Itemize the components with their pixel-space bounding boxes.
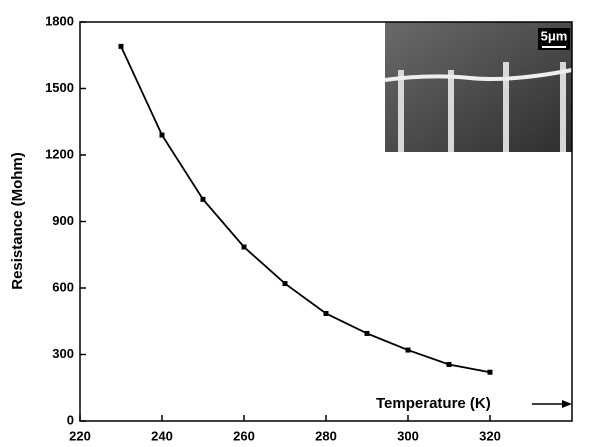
x-label-arrow bbox=[532, 400, 572, 408]
x-tick-label: 320 bbox=[479, 428, 501, 443]
y-tick-label: 1200 bbox=[45, 146, 74, 161]
x-tick-label: 240 bbox=[151, 428, 173, 443]
data-point bbox=[200, 196, 206, 202]
y-tick-label: 900 bbox=[52, 213, 74, 228]
data-point bbox=[159, 132, 165, 138]
data-point bbox=[446, 361, 452, 367]
y-axis-label: Resistance (Mohm) bbox=[9, 152, 26, 290]
data-point bbox=[364, 330, 370, 336]
scale-label: 5μm bbox=[541, 28, 568, 43]
data-point bbox=[241, 244, 247, 250]
data-point bbox=[323, 310, 329, 316]
y-tick-label: 300 bbox=[52, 346, 74, 361]
x-tick-label: 260 bbox=[233, 428, 255, 443]
y-tick-label: 1500 bbox=[45, 80, 74, 95]
y-tick-label: 1800 bbox=[45, 13, 74, 28]
x-tick-label: 280 bbox=[315, 428, 337, 443]
data-point bbox=[118, 43, 124, 49]
data-point bbox=[487, 369, 493, 375]
x-tick-label: 220 bbox=[69, 428, 91, 443]
x-tick-label: 300 bbox=[397, 428, 419, 443]
x-axis-label: Temperature (K) bbox=[376, 395, 491, 412]
inset-image bbox=[384, 22, 573, 152]
data-line bbox=[120, 46, 491, 374]
y-tick-label: 600 bbox=[52, 279, 74, 294]
data-point bbox=[405, 347, 411, 353]
y-tick-label: 0 bbox=[67, 412, 74, 427]
data-point bbox=[282, 281, 288, 287]
